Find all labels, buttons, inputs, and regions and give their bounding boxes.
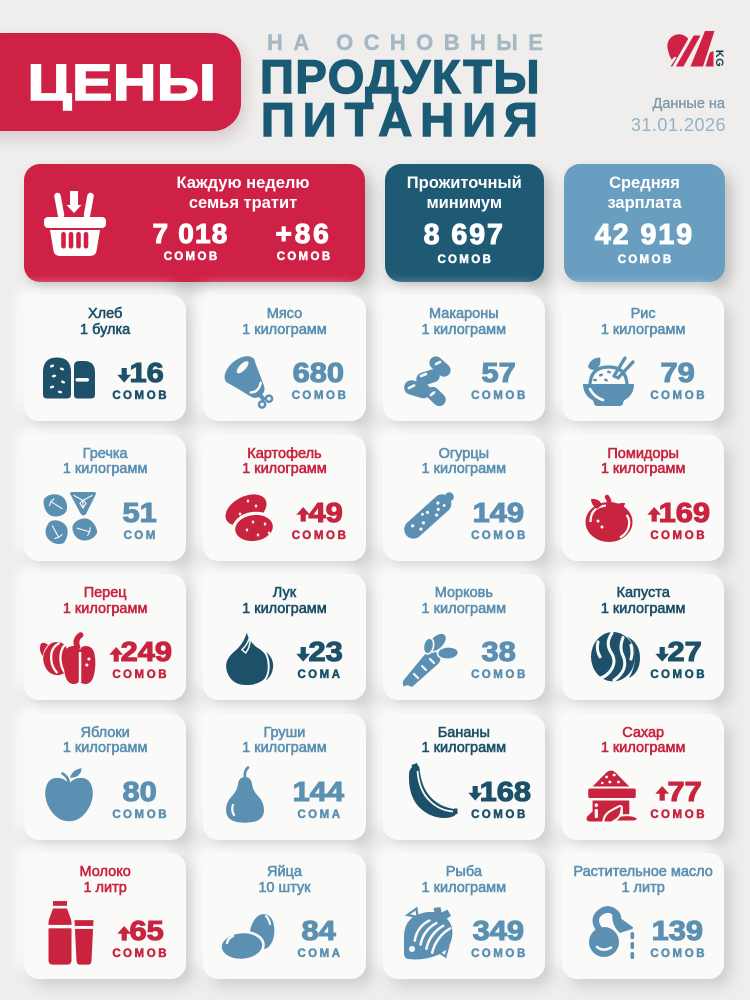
svg-text:KG: KG — [713, 50, 725, 67]
